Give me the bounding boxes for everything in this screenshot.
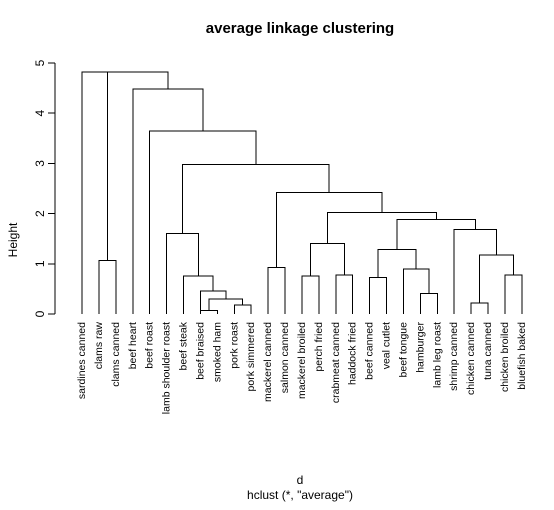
merge-branch-26 — [81, 71, 169, 314]
merge-branch-15 — [479, 254, 514, 303]
x-axis-label: d — [297, 473, 304, 487]
leaf-label: shrimp canned — [448, 322, 460, 391]
merge-branch-9 — [301, 275, 320, 314]
merge-branch-24 — [149, 130, 257, 314]
leaf-label: perch fried — [313, 322, 325, 372]
leaf-label: beef tongue — [397, 322, 409, 378]
merge-branch-4 — [470, 302, 489, 314]
y-tick-label: 2 — [33, 210, 47, 217]
y-tick-label: 1 — [33, 260, 47, 267]
leaf-label: lamb leg roast — [431, 322, 443, 388]
merge-branch-1 — [199, 309, 218, 314]
merge-branch-27 — [106, 71, 125, 261]
leaf-label: chicken broiled — [499, 322, 511, 392]
merge-branch-20 — [396, 219, 476, 250]
leaf-label: clams raw — [93, 322, 105, 370]
leaf-label: beef steak — [178, 321, 190, 370]
merge-branch-13 — [267, 266, 286, 314]
merge-branch-11 — [504, 274, 523, 314]
merge-branch-2 — [233, 304, 252, 314]
method-sublabel: hclust (*, "average") — [247, 488, 353, 502]
merge-branch-23 — [181, 163, 330, 234]
y-tick-label: 4 — [33, 110, 47, 117]
leaf-label: pork roast — [228, 322, 240, 369]
leaf-label: mackerel canned — [262, 322, 274, 402]
leaf-label: beef heart — [127, 322, 139, 369]
y-tick-label: 3 — [33, 160, 47, 167]
merge-branch-25 — [132, 88, 204, 314]
merge-branch-10 — [335, 274, 354, 314]
leaf-label: chicken canned — [465, 322, 477, 395]
merge-branch-19 — [453, 229, 498, 314]
leaf-label: mackerel broiled — [296, 322, 308, 399]
merge-branch-16 — [377, 249, 417, 278]
leaf-labels: sardines canned clams raw clams canned beef… — [76, 321, 528, 414]
merge-branch-21 — [326, 212, 437, 244]
leaf-label: veal cutlet — [381, 322, 393, 369]
leaf-label: haddock fried — [347, 322, 359, 385]
leaf-label: beef braised — [194, 322, 206, 380]
merge-branch-14 — [98, 259, 117, 314]
merge-branch-17 — [309, 243, 345, 276]
merge-branch-22 — [276, 192, 383, 268]
y-tick-label: 5 — [33, 59, 47, 66]
merge-branch-5 — [419, 292, 438, 314]
leaf-label: beef roast — [144, 322, 156, 369]
leaf-label: lamb shoulder roast — [161, 322, 173, 414]
y-axis: 0 1 2 3 4 5 — [33, 59, 56, 317]
leaf-label: beef canned — [364, 322, 376, 380]
leaf-label: salmon canned — [279, 322, 291, 393]
leaf-label: pork simmered — [245, 322, 257, 392]
leaf-label: crabmeat canned — [330, 322, 342, 403]
leaf-label: bluefish baked — [516, 322, 528, 390]
dendrogram-tree — [81, 71, 523, 314]
leaf-label: smoked ham — [211, 322, 223, 382]
y-tick-label: 0 — [33, 310, 47, 317]
merge-branch-18 — [166, 233, 199, 314]
y-axis-label: Height — [6, 222, 20, 257]
leaf-label: tuna canned — [482, 322, 494, 380]
chart-title: average linkage clustering — [206, 20, 394, 37]
merge-branch-7 — [369, 276, 388, 314]
leaf-label: sardines canned — [76, 322, 88, 399]
leaf-label: clams canned — [110, 322, 122, 387]
leaf-label: hamburger — [414, 322, 426, 373]
merge-branch-12 — [402, 268, 430, 314]
